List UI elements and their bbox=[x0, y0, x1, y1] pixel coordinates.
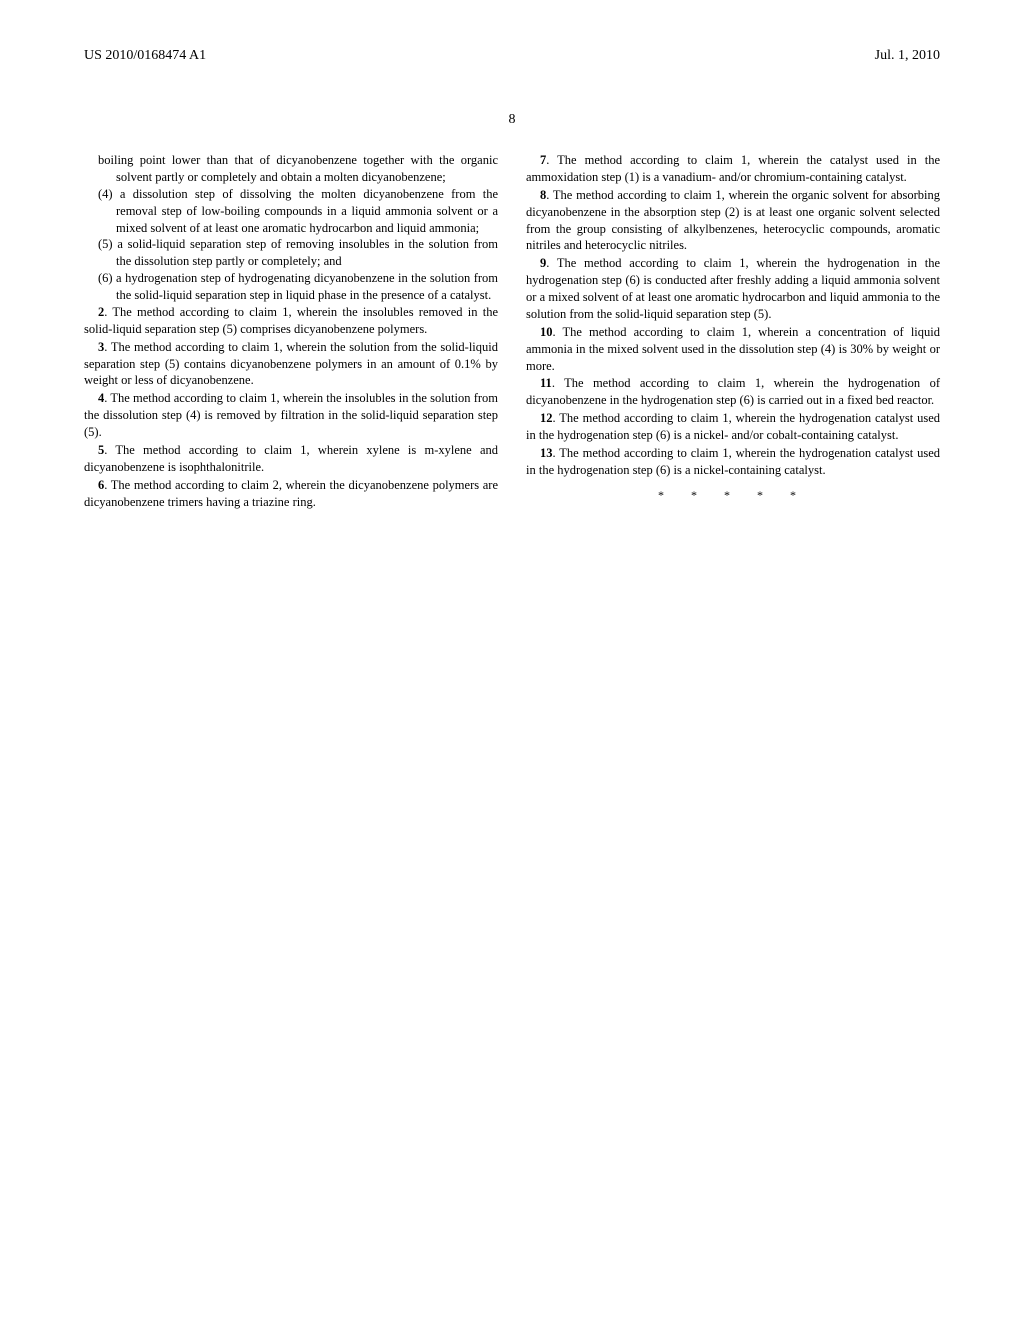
claim-text: . The method according to claim 1, where… bbox=[526, 256, 940, 321]
claim-text: . The method according to claim 1, where… bbox=[526, 411, 940, 442]
end-marker: * * * * * bbox=[526, 487, 940, 503]
claim-number: 10 bbox=[540, 325, 553, 339]
list-item: (4) a dissolution step of dissolving the… bbox=[84, 186, 498, 237]
claim-2: 2. The method according to claim 1, wher… bbox=[84, 304, 498, 338]
claim-text: . The method according to claim 1, where… bbox=[84, 305, 498, 336]
claim-text: . The method according to claim 2, where… bbox=[84, 478, 498, 509]
claim-number: 12 bbox=[540, 411, 553, 425]
page-number: 8 bbox=[84, 112, 940, 128]
claim-number: 11 bbox=[540, 376, 552, 390]
list-item: boiling point lower than that of dicyano… bbox=[84, 152, 498, 186]
claim-12: 12. The method according to claim 1, whe… bbox=[526, 410, 940, 444]
claim-8: 8. The method according to claim 1, wher… bbox=[526, 187, 940, 255]
content-columns: boiling point lower than that of dicyano… bbox=[84, 152, 940, 510]
claim-4: 4. The method according to claim 1, wher… bbox=[84, 390, 498, 441]
list-item: (6) a hydrogenation step of hydrogenatin… bbox=[84, 270, 498, 304]
claim-text: . The method according to claim 1, where… bbox=[526, 325, 940, 373]
claim-5: 5. The method according to claim 1, wher… bbox=[84, 442, 498, 476]
list-item: (5) a solid-liquid separation step of re… bbox=[84, 236, 498, 270]
page-header: US 2010/0168474 A1 Jul. 1, 2010 bbox=[84, 48, 940, 64]
publication-date: Jul. 1, 2010 bbox=[875, 48, 940, 64]
claim-13: 13. The method according to claim 1, whe… bbox=[526, 445, 940, 479]
claim-text: . The method according to claim 1, where… bbox=[84, 391, 498, 439]
claim-text: . The method according to claim 1, where… bbox=[526, 153, 940, 184]
claim-10: 10. The method according to claim 1, whe… bbox=[526, 324, 940, 375]
claim-3: 3. The method according to claim 1, wher… bbox=[84, 339, 498, 390]
claim-text: . The method according to claim 1, where… bbox=[84, 340, 498, 388]
claim-text: . The method according to claim 1, where… bbox=[526, 376, 940, 407]
publication-number: US 2010/0168474 A1 bbox=[84, 48, 206, 64]
claim-text: . The method according to claim 1, where… bbox=[526, 188, 940, 253]
claim-6: 6. The method according to claim 2, wher… bbox=[84, 477, 498, 511]
claim-9: 9. The method according to claim 1, wher… bbox=[526, 255, 940, 323]
claim-number: 13 bbox=[540, 446, 553, 460]
claim-11: 11. The method according to claim 1, whe… bbox=[526, 375, 940, 409]
claim-text: . The method according to claim 1, where… bbox=[526, 446, 940, 477]
claim-text: . The method according to claim 1, where… bbox=[84, 443, 498, 474]
claim-7: 7. The method according to claim 1, wher… bbox=[526, 152, 940, 186]
